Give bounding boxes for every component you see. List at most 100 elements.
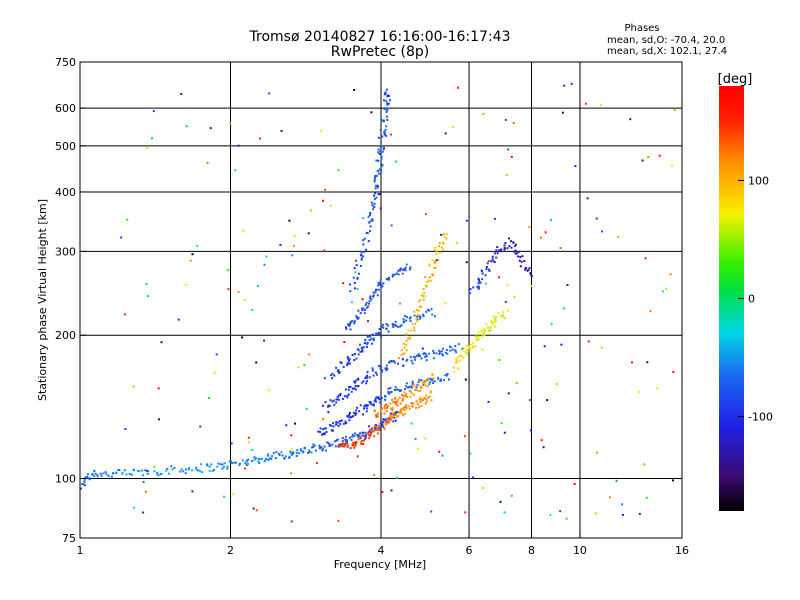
data-point [418, 406, 420, 409]
data-point [488, 330, 491, 332]
data-point [384, 398, 387, 401]
data-point [335, 366, 338, 369]
data-point [420, 398, 423, 401]
chart-title: Tromsø 20140827 16:16:00-16:17:43 [249, 29, 511, 45]
data-point [342, 365, 345, 368]
data-point [199, 425, 202, 428]
data-point [481, 348, 484, 351]
data-point [399, 269, 402, 272]
data-point [356, 433, 359, 436]
data-point [346, 396, 349, 399]
data-point [424, 276, 427, 278]
data-point [351, 433, 354, 436]
data-point [347, 416, 350, 419]
data-point [429, 276, 431, 279]
data-point [364, 342, 366, 345]
data-point [383, 412, 386, 415]
data-point [510, 155, 513, 158]
data-point [499, 500, 502, 503]
data-point [433, 267, 436, 269]
data-point [403, 267, 406, 270]
data-point [396, 388, 398, 391]
data-point [348, 414, 350, 417]
y-axis-ticks: 75 100 200 300 400 500 600 750 [55, 56, 86, 545]
data-point [440, 233, 443, 236]
data-point [405, 404, 408, 407]
data-point [420, 385, 422, 388]
data-point [394, 414, 397, 416]
data-point [419, 305, 422, 308]
data-point [196, 244, 199, 247]
data-point [454, 345, 457, 347]
data-point [340, 362, 343, 365]
data-point [309, 209, 312, 212]
data-point [278, 452, 280, 455]
data-point [444, 374, 447, 376]
data-point [387, 276, 390, 279]
data-point [432, 351, 435, 354]
data-point [355, 315, 358, 318]
data-point [368, 376, 371, 379]
legend-header: Phases [624, 23, 659, 34]
data-point [416, 308, 418, 311]
data-point [366, 407, 368, 410]
data-point [319, 431, 322, 433]
data-point [215, 353, 218, 356]
data-point [395, 324, 398, 327]
data-point [362, 443, 365, 445]
data-point [396, 411, 399, 414]
data-point [323, 377, 326, 380]
data-point [390, 224, 393, 227]
data-point [388, 416, 391, 419]
data-point [490, 320, 493, 323]
data-point [429, 377, 432, 380]
data-point [372, 430, 375, 433]
data-point [480, 329, 483, 332]
data-point [392, 413, 395, 416]
data-point [455, 361, 458, 364]
data-point [353, 282, 356, 284]
data-point [379, 128, 382, 131]
data-point [493, 325, 496, 328]
data-point [375, 400, 378, 403]
data-point [328, 443, 331, 445]
data-point [245, 460, 248, 463]
data-point [227, 269, 230, 272]
data-point [408, 386, 411, 389]
data-point [360, 250, 363, 253]
data-point [228, 460, 231, 463]
data-point [323, 427, 326, 430]
data-point [396, 398, 399, 401]
data-point [331, 372, 334, 375]
data-point [345, 327, 348, 330]
data-point [160, 341, 163, 344]
data-point [415, 406, 418, 409]
data-point [428, 395, 431, 398]
data-point [425, 394, 427, 397]
data-point [379, 145, 382, 148]
data-point [456, 360, 459, 363]
data-point [420, 405, 423, 408]
data-point [673, 109, 676, 112]
data-point [516, 255, 519, 258]
colorbar-label: [deg] [718, 72, 753, 87]
data-point [493, 217, 496, 220]
data-point [348, 411, 351, 414]
data-point [467, 345, 470, 347]
data-point [412, 402, 415, 405]
data-point [132, 385, 135, 388]
data-point [366, 432, 369, 435]
data-point [355, 409, 358, 412]
data-point [333, 374, 336, 377]
data-point [445, 233, 448, 236]
data-point [501, 314, 503, 317]
x-tick-label: 16 [675, 544, 689, 557]
data-point [404, 388, 407, 391]
data-point [320, 446, 323, 449]
data-point [200, 471, 203, 474]
data-point [362, 243, 365, 246]
data-point [353, 387, 356, 390]
data-point [380, 155, 383, 158]
data-point [198, 469, 201, 472]
data-point [419, 389, 422, 392]
